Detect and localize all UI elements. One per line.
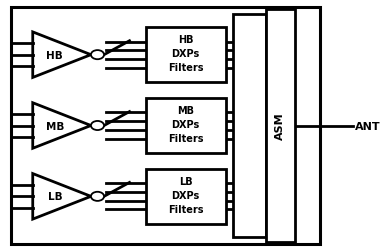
Text: LB: LB — [47, 192, 62, 202]
Text: DXPs: DXPs — [172, 49, 200, 59]
Polygon shape — [265, 10, 295, 242]
Text: Filters: Filters — [168, 63, 203, 73]
Polygon shape — [146, 98, 225, 154]
Polygon shape — [33, 174, 91, 219]
Circle shape — [91, 192, 104, 201]
Circle shape — [91, 121, 104, 131]
Text: DXPs: DXPs — [172, 190, 200, 200]
Text: DXPs: DXPs — [172, 120, 200, 130]
Text: ASM: ASM — [275, 112, 285, 140]
Polygon shape — [146, 169, 225, 224]
Polygon shape — [146, 28, 225, 83]
Circle shape — [91, 51, 104, 60]
Text: MB: MB — [46, 121, 64, 131]
Polygon shape — [33, 103, 91, 149]
Text: ANT: ANT — [354, 121, 380, 131]
Text: LB: LB — [179, 176, 193, 186]
Text: Filters: Filters — [168, 204, 203, 214]
Text: MB: MB — [177, 106, 194, 116]
Polygon shape — [233, 15, 265, 237]
Text: HB: HB — [47, 50, 63, 60]
Text: HB: HB — [178, 35, 193, 45]
Polygon shape — [33, 33, 91, 78]
Text: Filters: Filters — [168, 134, 203, 143]
